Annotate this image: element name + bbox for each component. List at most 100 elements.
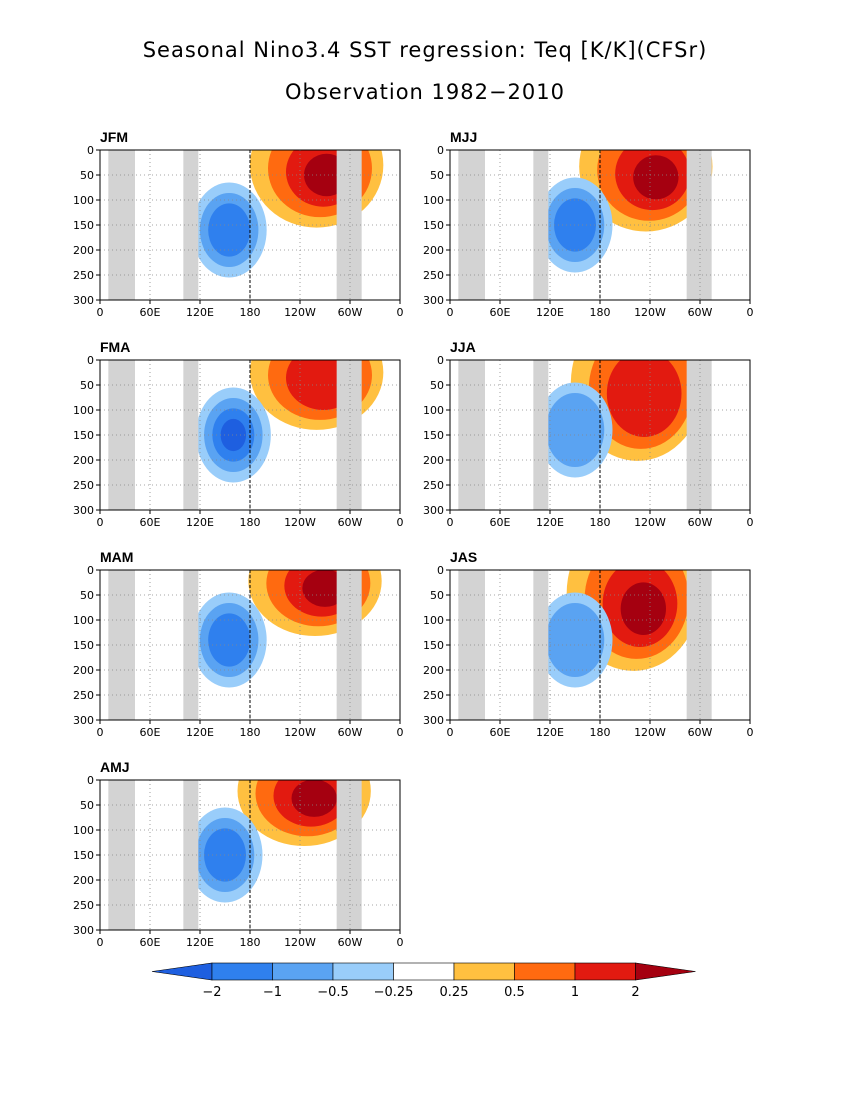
warm-contour bbox=[302, 570, 348, 607]
x-tick-label: 120E bbox=[186, 516, 214, 529]
warm-contour bbox=[291, 780, 337, 817]
y-tick-label: 50 bbox=[430, 379, 444, 392]
x-tick-label: 60E bbox=[490, 726, 511, 739]
y-tick-label: 100 bbox=[423, 194, 444, 207]
y-tick-label: 100 bbox=[73, 614, 94, 627]
x-tick-label: 0 bbox=[397, 516, 404, 529]
x-tick-label: 60W bbox=[338, 516, 363, 529]
panel-season-label: FMA bbox=[100, 339, 130, 355]
colorbar-level-label: −0.25 bbox=[374, 985, 414, 1000]
panel-fma: 0 60E 120E 180 120W 60W 0 0 50 100 150 200 250 300 FMA bbox=[73, 339, 404, 529]
chart-subtitle: Observation 1982−2010 bbox=[284, 80, 566, 104]
panel-season-label: JJA bbox=[450, 339, 476, 355]
x-tick-label: 60E bbox=[140, 936, 161, 949]
x-tick-label: 0 bbox=[97, 936, 104, 949]
y-tick-label: 100 bbox=[73, 404, 94, 417]
y-tick-label: 0 bbox=[87, 144, 94, 157]
x-tick-label: 180 bbox=[590, 516, 611, 529]
x-tick-label: 120E bbox=[186, 936, 214, 949]
y-tick-label: 150 bbox=[73, 639, 94, 652]
y-tick-label: 50 bbox=[430, 169, 444, 182]
y-tick-label: 50 bbox=[80, 589, 94, 602]
x-tick-label: 180 bbox=[240, 726, 261, 739]
y-tick-label: 150 bbox=[423, 639, 444, 652]
panel-season-label: MAM bbox=[100, 549, 133, 565]
cold-contour bbox=[208, 203, 251, 257]
panel-field bbox=[458, 150, 713, 300]
x-tick-label: 120W bbox=[634, 516, 666, 529]
y-tick-label: 200 bbox=[73, 454, 94, 467]
x-tick-label: 60W bbox=[688, 516, 713, 529]
y-tick-label: 300 bbox=[423, 504, 444, 517]
y-tick-label: 250 bbox=[423, 269, 444, 282]
colorbar-arrow-right bbox=[635, 962, 696, 981]
y-tick-label: 300 bbox=[423, 714, 444, 727]
x-tick-label: 120W bbox=[634, 726, 666, 739]
y-tick-label: 0 bbox=[87, 774, 94, 787]
colorbar-level-label: −1 bbox=[263, 985, 282, 1000]
y-tick-label: 0 bbox=[87, 564, 94, 577]
x-tick-label: 180 bbox=[240, 516, 261, 529]
y-tick-label: 50 bbox=[80, 799, 94, 812]
colorbar-arrow-left bbox=[151, 962, 213, 981]
x-tick-label: 0 bbox=[747, 726, 754, 739]
y-tick-label: 300 bbox=[73, 714, 94, 727]
x-tick-label: 60W bbox=[688, 726, 713, 739]
land-mask bbox=[183, 780, 199, 930]
x-tick-label: 0 bbox=[447, 306, 454, 319]
land-mask bbox=[533, 360, 549, 510]
colorbar-level-label: 0.5 bbox=[504, 985, 525, 1000]
x-tick-label: 120E bbox=[536, 726, 564, 739]
panel-season-label: JFM bbox=[100, 129, 128, 145]
x-tick-label: 120E bbox=[186, 726, 214, 739]
y-tick-label: 300 bbox=[73, 924, 94, 937]
x-tick-label: 120W bbox=[284, 936, 316, 949]
panel-jfm: 0 60E 120E 180 120W 60W 0 0 50 100 150 200 250 300 JFM bbox=[73, 129, 404, 319]
land-mask bbox=[183, 360, 199, 510]
panel-field bbox=[108, 150, 384, 300]
x-tick-label: 120W bbox=[284, 516, 316, 529]
warm-contour bbox=[620, 582, 666, 636]
y-tick-label: 250 bbox=[423, 689, 444, 702]
y-tick-label: 200 bbox=[423, 244, 444, 257]
y-tick-label: 150 bbox=[423, 429, 444, 442]
colorbar-segment bbox=[453, 962, 515, 981]
x-tick-label: 120E bbox=[536, 516, 564, 529]
y-tick-label: 0 bbox=[87, 354, 94, 367]
panel-mam: 0 60E 120E 180 120W 60W 0 0 50 100 150 200 250 300 MAM bbox=[73, 549, 404, 739]
x-tick-label: 60E bbox=[140, 726, 161, 739]
x-tick-label: 0 bbox=[97, 306, 104, 319]
y-tick-label: 200 bbox=[423, 664, 444, 677]
y-tick-label: 200 bbox=[423, 454, 444, 467]
colorbar-segment bbox=[393, 962, 455, 981]
colorbar-segment bbox=[514, 962, 576, 981]
cold-contour bbox=[208, 613, 251, 667]
x-tick-label: 180 bbox=[590, 306, 611, 319]
x-tick-label: 0 bbox=[447, 726, 454, 739]
y-tick-label: 0 bbox=[437, 564, 444, 577]
cold-contour bbox=[545, 392, 605, 468]
y-tick-label: 250 bbox=[423, 479, 444, 492]
panel-jja: 0 60E 120E 180 120W 60W 0 0 50 100 150 200 250 300 JJA bbox=[423, 339, 754, 529]
panel-season-label: MJJ bbox=[450, 129, 477, 145]
colorbar: −2 −1 −0.5 −0.25 0.25 0.5 1 2 bbox=[151, 962, 696, 1000]
panel-mjj: 0 60E 120E 180 120W 60W 0 0 50 100 150 200 250 300 MJJ bbox=[423, 129, 754, 319]
x-tick-label: 0 bbox=[397, 726, 404, 739]
x-tick-label: 120W bbox=[284, 306, 316, 319]
x-tick-label: 60W bbox=[338, 936, 363, 949]
y-tick-label: 200 bbox=[73, 664, 94, 677]
panel-season-label: AMJ bbox=[100, 759, 130, 775]
y-tick-label: 300 bbox=[73, 294, 94, 307]
colorbar-segment bbox=[211, 962, 273, 981]
x-tick-label: 0 bbox=[747, 306, 754, 319]
y-tick-label: 100 bbox=[73, 194, 94, 207]
warm-contour bbox=[606, 360, 682, 437]
x-tick-label: 120W bbox=[634, 306, 666, 319]
land-mask bbox=[533, 570, 549, 720]
x-tick-label: 60E bbox=[140, 516, 161, 529]
x-tick-label: 120E bbox=[536, 306, 564, 319]
y-tick-label: 200 bbox=[73, 874, 94, 887]
land-mask bbox=[183, 150, 199, 300]
x-tick-label: 60E bbox=[140, 306, 161, 319]
